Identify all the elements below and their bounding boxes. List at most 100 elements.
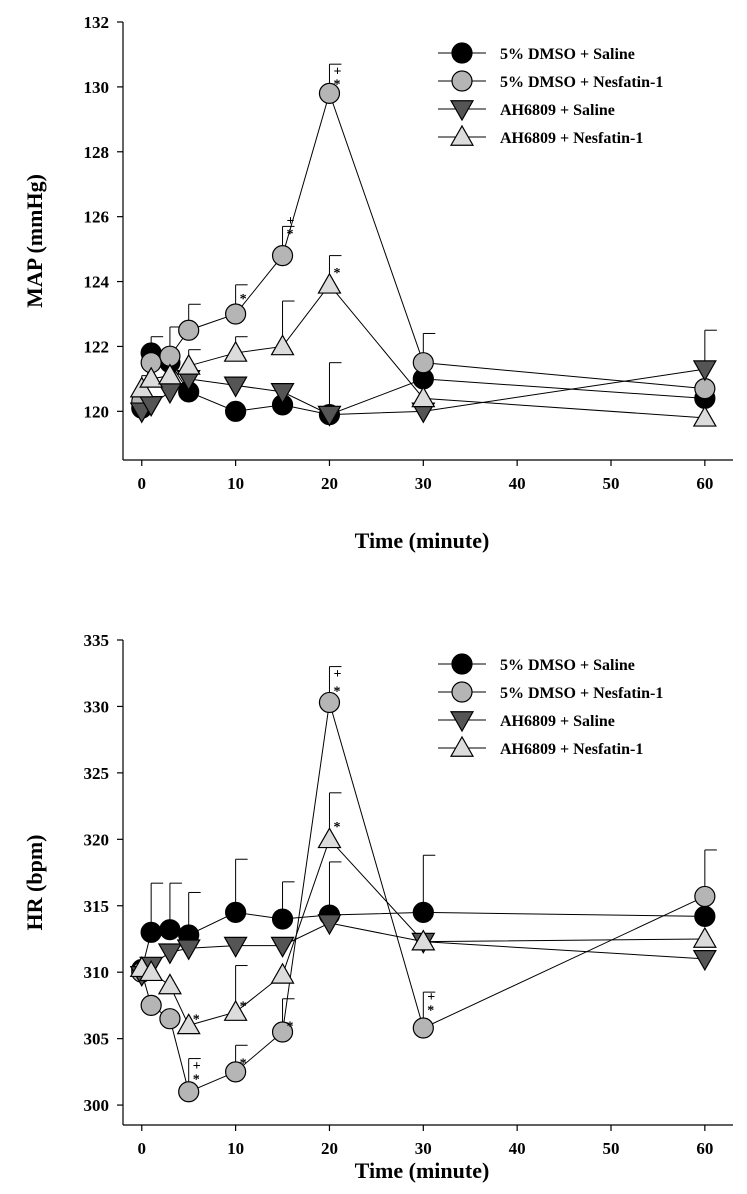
x-tick-label: 0 <box>138 474 147 493</box>
x-tick-label: 60 <box>696 474 713 493</box>
legend-marker-5-dmso-nesfatin-1 <box>451 681 473 703</box>
x-tick-label: 40 <box>509 1139 526 1158</box>
significance-annotation: * <box>193 1072 200 1087</box>
y-tick-label: 124 <box>84 273 110 292</box>
y-tick-label: 120 <box>84 402 110 421</box>
y-axis-title: HR (bpm) <box>22 835 47 931</box>
legend-label-ah6809-nesfatin-1: AH6809 + Nesfatin-1 <box>500 741 643 758</box>
data-point-ah6809-saline <box>270 383 295 405</box>
data-point-5-dmso-nesfatin-1 <box>159 345 181 367</box>
significance-annotation: + <box>333 667 341 682</box>
data-point-ah6809-saline <box>317 914 342 936</box>
data-point-5-dmso-saline <box>225 901 247 923</box>
significance-annotation: * <box>333 684 340 699</box>
x-tick-label: 20 <box>321 1139 338 1158</box>
legend-label-5-dmso-saline: 5% DMSO + Saline <box>500 657 635 674</box>
y-tick-label: 315 <box>84 897 110 916</box>
data-point-5-dmso-nesfatin-1 <box>178 1081 200 1103</box>
significance-annotation: + <box>333 65 341 80</box>
data-point-5-dmso-saline <box>694 905 716 927</box>
data-point-ah6809-nesfatin-1 <box>176 1013 201 1035</box>
y-tick-label: 330 <box>84 697 110 716</box>
hr-chart: 300 305 310 315 320 325 330 335 0 10 20 30 40 50 60 Tim… <box>22 631 733 1183</box>
x-tick-label: 20 <box>321 474 338 493</box>
y-tick-label: 335 <box>84 631 110 650</box>
x-axis-title: Time (minute) <box>355 1158 490 1183</box>
x-tick-label: 0 <box>138 1139 147 1158</box>
data-point-5-dmso-saline <box>225 400 247 422</box>
data-point-ah6809-saline <box>223 936 248 958</box>
data-point-5-dmso-nesfatin-1 <box>159 1008 181 1030</box>
legend-label-5-dmso-nesfatin-1: 5% DMSO + Nesfatin-1 <box>500 74 663 91</box>
legend-marker-ah6809-nesfatin-1 <box>449 124 475 146</box>
y-tick-label: 126 <box>84 208 110 227</box>
significance-annotation: + <box>427 990 435 1005</box>
x-axis-title: Time (minute) <box>355 528 490 553</box>
x-tick-label: 60 <box>696 1139 713 1158</box>
legend-label-ah6809-nesfatin-1: AH6809 + Nesfatin-1 <box>500 130 643 147</box>
data-point-ah6809-saline <box>692 360 717 382</box>
x-tick-label: 50 <box>603 474 620 493</box>
significance-annotation: * <box>240 1057 247 1072</box>
y-tick-label: 130 <box>84 78 110 97</box>
data-point-ah6809-saline <box>157 943 182 965</box>
data-point-ah6809-nesfatin-1 <box>176 353 201 375</box>
data-point-ah6809-saline <box>270 936 295 958</box>
y-tick-label: 128 <box>84 143 110 162</box>
data-point-5-dmso-nesfatin-1 <box>318 82 341 104</box>
data-point-5-dmso-nesfatin-1 <box>271 1021 294 1043</box>
data-point-5-dmso-nesfatin-1 <box>694 378 716 400</box>
significance-annotation: * <box>240 999 247 1014</box>
y-tick-label: 122 <box>84 337 110 356</box>
data-point-ah6809-nesfatin-1 <box>139 959 164 982</box>
significance-annotation: + <box>193 1059 201 1074</box>
data-point-ah6809-saline <box>223 376 248 398</box>
y-tick-label: 300 <box>84 1096 110 1115</box>
legend-label-5-dmso-nesfatin-1: 5% DMSO + Nesfatin-1 <box>500 685 663 702</box>
data-point-ah6809-nesfatin-1 <box>139 366 164 388</box>
data-point-ah6809-nesfatin-1 <box>223 340 248 362</box>
data-point-5-dmso-nesfatin-1 <box>225 1061 247 1083</box>
legend-marker-ah6809-saline <box>449 711 475 733</box>
data-point-ah6809-saline <box>317 405 342 427</box>
data-point-5-dmso-nesfatin-1 <box>318 691 341 714</box>
data-point-5-dmso-saline <box>140 921 162 943</box>
significance-annotation: * <box>333 78 340 93</box>
legend-marker-ah6809-nesfatin-1 <box>449 735 475 757</box>
legend-marker-5-dmso-nesfatin-1 <box>451 70 473 92</box>
data-point-5-dmso-nesfatin-1 <box>178 319 200 341</box>
y-axis-title: MAP (mmHg) <box>22 174 47 308</box>
significance-annotation: * <box>427 1003 434 1018</box>
x-tick-label: 10 <box>227 1139 244 1158</box>
data-point-ah6809-nesfatin-1 <box>270 334 295 356</box>
x-tick-label: 10 <box>227 474 244 493</box>
significance-annotation: * <box>287 227 294 242</box>
data-point-ah6809-nesfatin-1 <box>692 926 717 948</box>
data-point-ah6809-saline <box>176 939 201 961</box>
data-point-5-dmso-nesfatin-1 <box>694 885 716 908</box>
y-tick-label: 310 <box>84 963 110 982</box>
data-point-ah6809-nesfatin-1 <box>692 405 717 427</box>
legend-label-ah6809-saline: AH6809 + Saline <box>500 713 615 730</box>
y-tick-label: 325 <box>84 764 110 783</box>
y-tick-label: 320 <box>84 830 110 849</box>
map-chart: 120 122 124 126 128 130 132 0 10 20 30 40 50 60 Time (… <box>22 13 733 553</box>
significance-annotation: * <box>333 820 340 835</box>
data-point-ah6809-nesfatin-1 <box>157 363 182 385</box>
data-point-5-dmso-saline <box>271 908 294 930</box>
y-tick-label: 305 <box>84 1030 110 1049</box>
legend-marker-5-dmso-saline <box>451 42 473 64</box>
data-point-ah6809-nesfatin-1 <box>223 999 248 1021</box>
data-point-5-dmso-nesfatin-1 <box>140 994 162 1017</box>
legend-marker-ah6809-saline <box>449 100 475 122</box>
data-point-5-dmso-nesfatin-1 <box>412 1017 434 1039</box>
data-point-ah6809-nesfatin-1 <box>411 929 436 951</box>
data-point-5-dmso-nesfatin-1 <box>271 245 294 267</box>
data-point-ah6809-nesfatin-1 <box>317 272 342 294</box>
x-tick-label: 30 <box>415 474 432 493</box>
data-point-ah6809-nesfatin-1 <box>157 973 182 995</box>
data-point-5-dmso-nesfatin-1 <box>225 303 247 325</box>
legend-marker-5-dmso-saline <box>451 653 473 675</box>
x-tick-label: 50 <box>603 1139 620 1158</box>
